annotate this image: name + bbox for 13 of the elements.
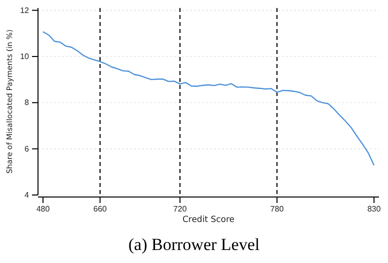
- x-tick-label: 780: [270, 204, 284, 214]
- x-tick-label: 660: [93, 204, 108, 214]
- line-series: [42, 31, 375, 166]
- text: (a) Borrower Level: [128, 235, 260, 254]
- x-tick-label: 830: [367, 204, 382, 214]
- y-tick-label: 10: [20, 52, 30, 62]
- y-tick-label: 4: [24, 190, 30, 200]
- y-tick-label: 12: [20, 6, 30, 15]
- x-tick-label: 480: [36, 204, 50, 214]
- y-tick-label: 8: [24, 98, 30, 108]
- x-tick-label: 720: [173, 204, 188, 214]
- x-axis-title: Credit Score: [182, 215, 235, 225]
- y-tick-label: 6: [24, 144, 30, 154]
